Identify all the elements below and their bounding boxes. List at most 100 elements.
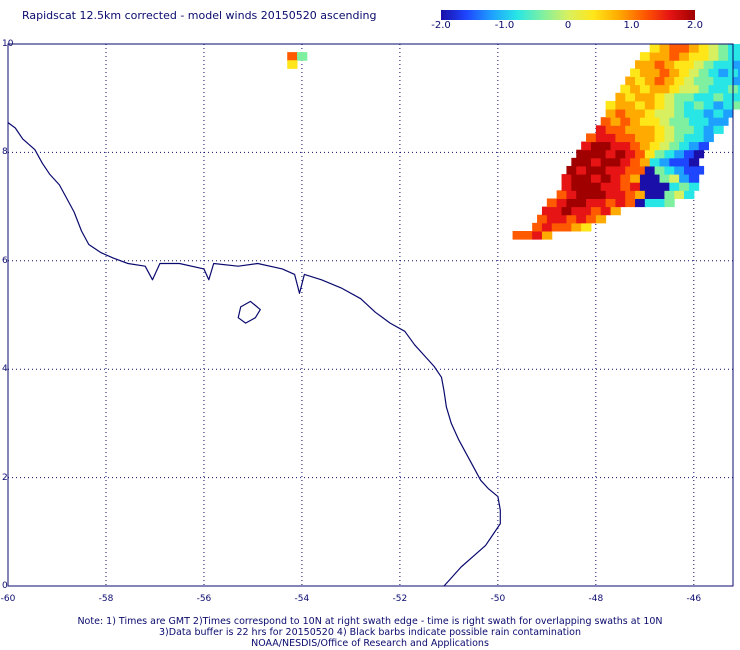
swath-cell — [639, 182, 651, 191]
swath-cell — [610, 174, 621, 183]
swath-cell — [605, 149, 616, 159]
swath-cell — [635, 165, 646, 175]
swath-cell — [561, 222, 572, 232]
longitude-label: -52 — [392, 594, 408, 604]
footnotes: Note: 1) Times are GMT 2)Times correspon… — [0, 616, 740, 649]
swath-cell — [693, 109, 705, 118]
swath-cell — [723, 109, 734, 118]
swath-cell — [664, 100, 675, 110]
swath-cell — [630, 157, 641, 167]
swath-cell — [551, 206, 563, 216]
swath-cell — [654, 190, 665, 199]
swath-cell — [635, 92, 646, 102]
swath-cell — [571, 206, 582, 216]
swath-cell — [649, 84, 661, 94]
swath-cell — [620, 182, 631, 191]
swath-cell — [654, 198, 665, 208]
swath-cell — [551, 222, 563, 232]
swath-cell — [605, 133, 616, 143]
swath-cell — [659, 174, 670, 183]
swath-cell — [625, 133, 636, 143]
swath-cell — [620, 157, 631, 167]
swath-cell — [664, 165, 675, 175]
swath-cell — [590, 174, 602, 183]
swath-cell — [674, 125, 685, 134]
swath-cell — [639, 174, 651, 183]
swath-cell — [669, 44, 680, 53]
swath-cell — [659, 84, 670, 94]
swath-cell — [737, 44, 740, 53]
swath-cell — [654, 100, 665, 110]
swath-cell — [586, 165, 597, 175]
swath-cell — [708, 44, 719, 53]
swath-cell — [615, 133, 626, 143]
swath-cell — [610, 117, 621, 126]
swath-cell — [287, 52, 298, 61]
swath-cell — [615, 100, 626, 110]
swath-cell — [537, 214, 548, 224]
swath-cell — [679, 117, 690, 126]
swath-cell — [693, 60, 705, 69]
swath-cell — [684, 190, 695, 199]
swath-cell — [713, 76, 724, 86]
note-line-3: NOAA/NESDIS/Office of Research and Appli… — [251, 638, 489, 649]
swath-cell — [610, 141, 621, 151]
swath-cell — [679, 157, 690, 167]
swath-cell — [620, 141, 631, 151]
swath-cell — [708, 117, 719, 126]
swath-cell — [688, 117, 700, 126]
swath-cell — [615, 92, 626, 102]
swath-cell — [703, 92, 714, 102]
swath-cell — [586, 190, 597, 199]
swath-cell — [654, 165, 665, 175]
swath-cell — [541, 230, 553, 240]
swath-cell — [698, 68, 710, 78]
swath-cell — [698, 141, 710, 151]
colorbar-ticks: -2.0 -1.0 0 1.0 2.0 — [431, 20, 703, 34]
swath-cell — [605, 100, 616, 110]
swath-cell — [639, 157, 651, 167]
swath-cell — [654, 149, 665, 159]
swath-cell — [576, 149, 587, 159]
swath-cell — [644, 109, 656, 118]
swath-cell — [688, 84, 700, 94]
swath-cell — [635, 109, 646, 118]
swath-cell — [586, 133, 597, 143]
swath-cell — [718, 117, 729, 126]
swath-cell — [654, 76, 665, 86]
swath-cell — [688, 52, 700, 61]
swath-cell — [635, 76, 646, 86]
swath-cell — [595, 149, 607, 159]
swath-cell — [713, 109, 724, 118]
swath-cell — [635, 198, 646, 208]
swath-cell — [674, 109, 685, 118]
swath-cell — [600, 141, 612, 151]
longitude-label: -50 — [490, 594, 506, 604]
swath-cell — [674, 133, 685, 143]
swath-cell — [669, 52, 680, 61]
swath-cell — [733, 92, 740, 102]
swath-cell — [644, 190, 656, 199]
swath-cell — [733, 100, 740, 110]
swath-cell — [723, 100, 734, 110]
colorbar — [441, 10, 695, 20]
swath-cell — [693, 100, 705, 110]
swath-cell — [688, 157, 700, 167]
swath-cell — [703, 133, 714, 143]
swath-cell — [649, 44, 661, 53]
swath-cell — [688, 44, 700, 53]
swath-cell — [546, 198, 558, 208]
swath-cell — [737, 68, 740, 78]
swath-cell — [713, 60, 724, 69]
swath-cell — [615, 198, 626, 208]
swath-cell — [718, 52, 729, 61]
swath-cell — [688, 68, 700, 78]
swath-cell — [571, 174, 582, 183]
swath-cell — [679, 141, 690, 151]
swath-cell — [737, 52, 740, 61]
swath-cell — [625, 165, 636, 175]
swath-cell — [620, 117, 631, 126]
note-line-1: Note: 1) Times are GMT 2)Times correspon… — [77, 616, 663, 627]
swath-cell — [595, 165, 607, 175]
swath-cell — [693, 125, 705, 134]
